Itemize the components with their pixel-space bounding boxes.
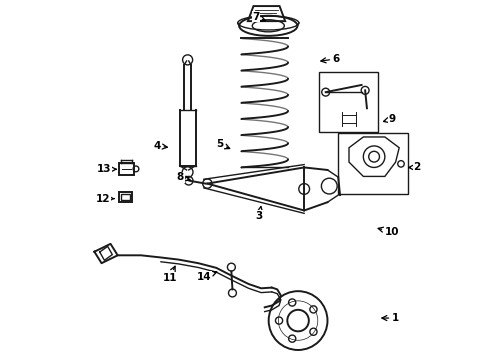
Text: 3: 3: [256, 207, 263, 221]
Text: 11: 11: [163, 266, 177, 283]
Text: 2: 2: [409, 162, 421, 172]
Text: 6: 6: [321, 54, 340, 64]
Bar: [318, 72, 378, 132]
Text: 5: 5: [216, 139, 230, 149]
Bar: [119, 163, 134, 175]
Text: 13: 13: [97, 164, 116, 174]
Text: 9: 9: [384, 114, 395, 124]
Bar: [338, 134, 408, 194]
Bar: [119, 192, 132, 202]
Ellipse shape: [252, 20, 284, 32]
Text: 10: 10: [378, 227, 399, 237]
Text: 14: 14: [196, 271, 217, 282]
Text: 1: 1: [382, 313, 399, 323]
Text: 8: 8: [177, 172, 190, 182]
Text: 4: 4: [153, 141, 168, 151]
Bar: [121, 194, 130, 200]
Text: 12: 12: [96, 194, 114, 204]
Text: 7: 7: [252, 12, 266, 22]
